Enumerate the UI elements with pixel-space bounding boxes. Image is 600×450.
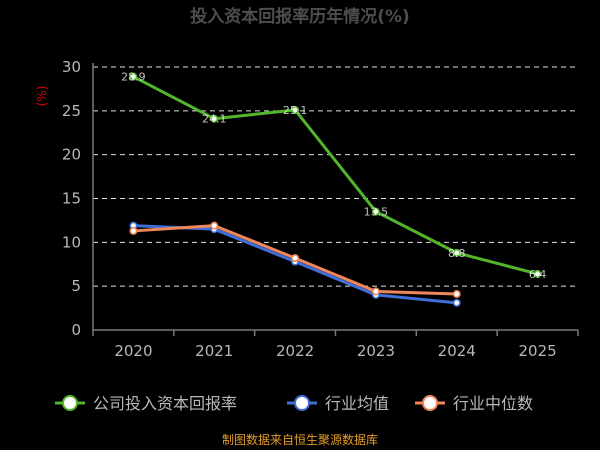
y-tick-label: 5 xyxy=(71,277,81,295)
legend-label: 公司投入资本回报率 xyxy=(93,394,237,413)
data-point xyxy=(533,269,542,278)
y-tick-label: 15 xyxy=(62,190,81,208)
legend-marker xyxy=(422,395,438,411)
data-label: 28.9 xyxy=(121,71,146,84)
data-point xyxy=(129,226,138,235)
legend-item-1: 公司投入资本回报率 xyxy=(55,394,237,413)
legend-item-3: 行业中位数 xyxy=(415,394,533,413)
series-line xyxy=(132,75,538,276)
data-point xyxy=(291,105,300,114)
axes xyxy=(92,63,579,336)
x-tick-label: 2025 xyxy=(518,342,556,360)
x-tick-label: 2020 xyxy=(114,342,152,360)
data-point xyxy=(291,254,300,263)
legend-label: 行业中位数 xyxy=(453,394,533,413)
x-tick-label: 2022 xyxy=(276,342,314,360)
y-tick-label: 10 xyxy=(62,233,81,251)
source-note: 制图数据来自恒生聚源数据库 xyxy=(222,432,378,447)
data-label: 6.4 xyxy=(529,268,547,281)
data-point xyxy=(210,221,219,230)
y-tick-label: 30 xyxy=(62,58,81,76)
data-point xyxy=(371,207,380,216)
x-tick-label: 2024 xyxy=(438,342,476,360)
data-label: 25.1 xyxy=(283,104,308,117)
data-point xyxy=(452,298,461,307)
x-tick-label: 2023 xyxy=(357,342,395,360)
series-lines: 28.9 24.1 25.1 13.5 8.8 6.4 xyxy=(121,71,546,307)
data-label: 24.1 xyxy=(202,113,227,126)
y-unit-label: (%) xyxy=(35,86,49,107)
series-1: 28.9 24.1 25.1 13.5 8.8 6.4 xyxy=(121,71,546,281)
y-tick-label: 25 xyxy=(62,102,81,120)
legend-item-2: 行业均值 xyxy=(287,394,389,413)
y-tick-label: 0 xyxy=(71,321,81,339)
data-point xyxy=(371,287,380,296)
legend-label: 行业均值 xyxy=(325,394,389,413)
data-point xyxy=(210,114,219,123)
series-3 xyxy=(129,221,461,299)
chart-title: 投入资本回报率历年情况(%) xyxy=(190,6,410,27)
legend-marker xyxy=(294,395,310,411)
legend: 公司投入资本回报率 行业均值 行业中位数 xyxy=(55,394,533,413)
grid-lines xyxy=(93,66,578,287)
x-tick-label: 2021 xyxy=(195,342,233,360)
data-point xyxy=(452,248,461,257)
data-point xyxy=(129,72,138,81)
data-label: 8.8 xyxy=(448,247,466,260)
y-tick-label: 20 xyxy=(62,146,81,164)
legend-marker xyxy=(62,395,78,411)
data-point xyxy=(452,290,461,299)
data-label: 13.5 xyxy=(364,206,389,219)
